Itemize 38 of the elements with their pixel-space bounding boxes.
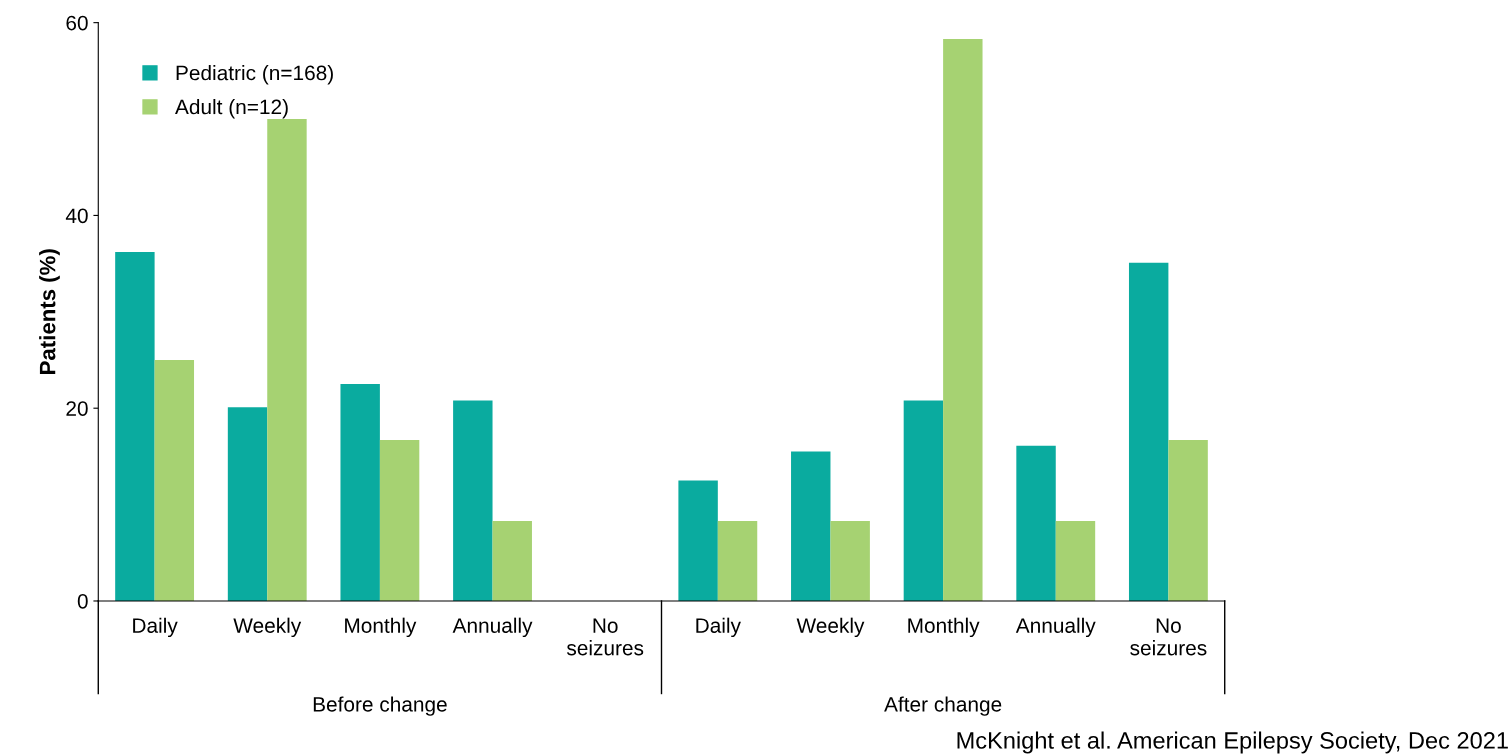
legend-label: Pediatric (n=168): [176, 64, 333, 85]
bar: [1016, 445, 1056, 601]
x-tick-label: No seizures: [566, 618, 644, 656]
y-tick-label: 60: [66, 15, 88, 31]
bar: [267, 119, 307, 601]
bar: [340, 384, 380, 601]
bar: [903, 400, 944, 601]
text: After change: [884, 696, 1002, 716]
bar: [943, 39, 983, 601]
bar: [678, 480, 718, 601]
bar: [1128, 262, 1169, 601]
y-tick-label: 40: [65, 208, 88, 224]
x-tick-label: Monthly: [345, 617, 417, 638]
text: McKnight et al. American Epilepsy Society, Dec 2021: [957, 731, 1508, 754]
bar: [379, 440, 420, 601]
x-tick-label: No seizures: [1130, 618, 1207, 656]
x-tick-label: Weekly: [233, 617, 302, 638]
bar: [154, 360, 195, 601]
bar: [115, 252, 155, 601]
y-tick-label: 20: [66, 401, 88, 416]
y-tick-label: 0: [77, 593, 88, 609]
bar: [227, 407, 268, 601]
x-tick-label: Daily: [133, 617, 178, 638]
legend-label: Adult (n=12): [175, 99, 288, 119]
x-tick-label: Annually: [452, 617, 533, 638]
bar: [1055, 520, 1096, 601]
bar: [1168, 440, 1208, 601]
text: Before change: [313, 696, 447, 716]
x-tick-label: Weekly: [796, 617, 865, 638]
y-axis-title: Patients (%): [39, 249, 60, 374]
bar: [791, 451, 831, 601]
x-tick-label: Daily: [696, 617, 741, 638]
x-tick-label: Monthly: [908, 617, 980, 638]
bar: [492, 520, 532, 601]
bar: [717, 520, 758, 601]
bar: [830, 520, 870, 601]
bar: [453, 400, 493, 601]
x-tick-label: Annually: [1015, 617, 1096, 638]
